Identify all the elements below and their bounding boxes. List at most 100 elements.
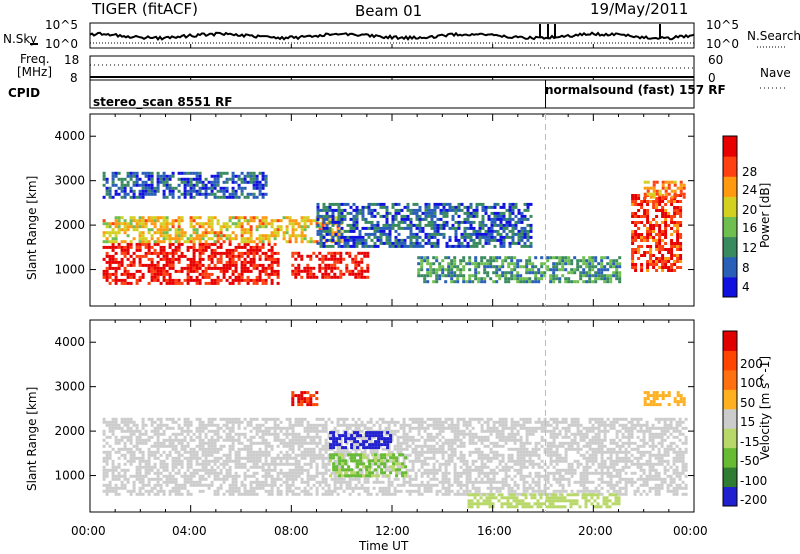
power-cell <box>144 251 148 255</box>
velocity-cell <box>300 438 304 442</box>
power-cell <box>162 257 166 261</box>
power-cell <box>397 241 401 245</box>
power-cell <box>198 251 202 255</box>
velocity-cell <box>192 456 196 460</box>
power-cell <box>126 222 130 226</box>
power-cell <box>511 217 515 221</box>
power-cell <box>174 257 178 261</box>
power-cell <box>661 215 665 218</box>
velocity-cell <box>309 447 313 451</box>
power-cell <box>357 275 361 279</box>
velocity-cell <box>171 486 175 490</box>
power-cell <box>334 208 338 212</box>
power-cell <box>475 241 479 245</box>
power-cell <box>508 214 512 218</box>
power-cell <box>679 236 683 239</box>
power-cell <box>183 231 187 235</box>
power-cell <box>222 180 226 184</box>
velocity-cell <box>285 477 289 481</box>
power-cell <box>498 277 502 281</box>
power-cell <box>429 265 433 269</box>
power-cell <box>129 195 133 199</box>
power-cell <box>502 244 506 248</box>
power-cell <box>216 240 220 244</box>
power-cell <box>499 241 503 245</box>
velocity-cell <box>138 456 142 460</box>
power-cell <box>631 254 635 257</box>
power-cell <box>325 214 329 218</box>
power-cell <box>144 225 148 229</box>
power-cell <box>409 226 413 230</box>
power-cell <box>213 216 217 220</box>
velocity-cell <box>294 435 298 439</box>
power-cell <box>468 268 472 272</box>
velocity-cell <box>456 429 460 433</box>
velocity-cell <box>321 462 325 466</box>
velocity-cell <box>228 444 232 448</box>
power-cell <box>486 262 490 266</box>
power-cell <box>126 180 130 184</box>
power-cell <box>448 235 452 239</box>
power-cell <box>210 242 214 246</box>
velocity-cell <box>129 429 133 433</box>
power-cell <box>261 195 265 199</box>
power-cell <box>433 211 437 215</box>
velocity-cell <box>423 486 427 490</box>
velocity-cell <box>414 447 418 451</box>
power-cell <box>231 231 235 235</box>
power-cell <box>183 180 187 184</box>
velocity-cell <box>147 456 151 460</box>
velocity-cell <box>354 450 358 454</box>
velocity-cell <box>480 450 484 454</box>
power-cell <box>264 266 268 270</box>
power-cell <box>267 242 271 246</box>
power-cell <box>276 251 280 255</box>
velocity-cell <box>285 429 289 433</box>
power-cell <box>385 217 389 221</box>
power-cell <box>415 241 419 245</box>
power-cell <box>363 275 367 279</box>
power-cell <box>382 205 386 209</box>
power-cell <box>424 211 428 215</box>
velocity-cell <box>156 426 160 430</box>
velocity-cell <box>207 429 211 433</box>
power-cell <box>667 257 671 260</box>
power-cell <box>460 220 464 224</box>
power-cell <box>412 235 416 239</box>
power-cell <box>475 211 479 215</box>
power-cell <box>129 186 133 190</box>
power-cell <box>141 263 145 267</box>
velocity-cell <box>192 480 196 484</box>
power-cell <box>391 214 395 218</box>
velocity-cell <box>249 450 253 454</box>
power-cell <box>361 238 365 242</box>
power-cell <box>489 277 493 281</box>
power-cell <box>664 215 668 218</box>
power-cell <box>168 177 172 181</box>
power-cell <box>180 234 184 238</box>
power-cell <box>325 223 329 227</box>
power-cell <box>564 256 568 260</box>
power-cell <box>120 183 124 187</box>
velocity-cell <box>342 480 346 484</box>
power-cell <box>673 215 677 218</box>
velocity-cell <box>465 483 469 487</box>
velocity-cell <box>315 429 319 433</box>
power-cell <box>433 244 437 248</box>
power-cell <box>219 269 223 273</box>
velocity-cell <box>483 435 487 439</box>
power-cell <box>534 274 538 278</box>
velocity-cell <box>315 486 319 490</box>
power-cell <box>330 228 334 232</box>
velocity-cell <box>480 465 484 469</box>
velocity-cell <box>108 486 112 490</box>
power-cell <box>162 237 166 241</box>
power-cell <box>231 174 235 178</box>
power-region <box>417 256 622 284</box>
power-cell <box>475 235 479 239</box>
power-cell <box>228 257 232 261</box>
power-cell <box>225 251 229 255</box>
power-cell <box>475 208 479 212</box>
power-cell <box>165 234 169 238</box>
velocity-cell <box>168 438 172 442</box>
